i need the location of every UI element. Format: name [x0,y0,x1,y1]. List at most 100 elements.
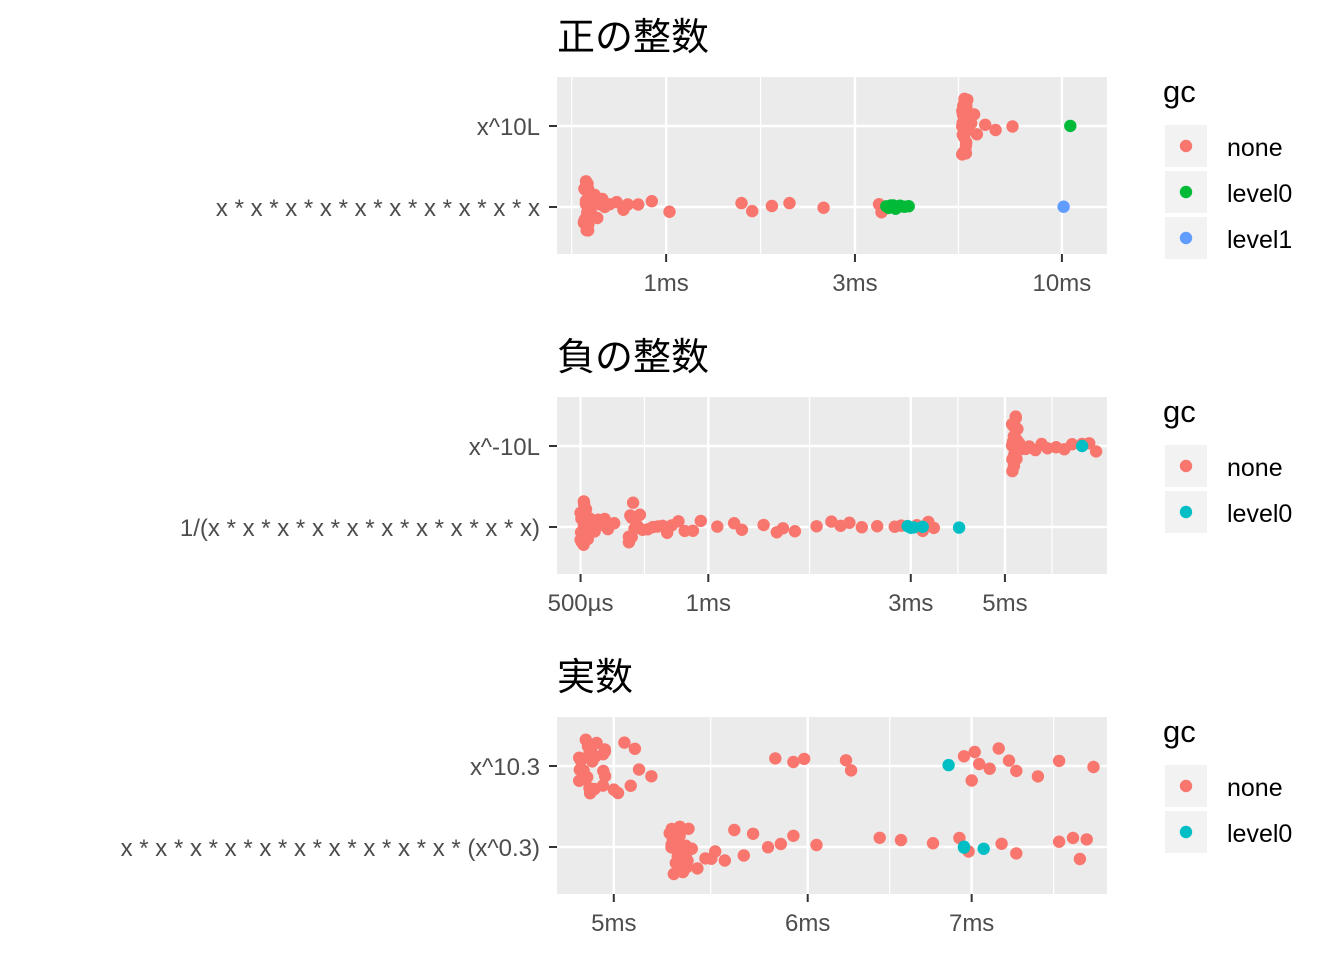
data-point-none [787,829,800,842]
data-point-none [765,199,779,213]
data-point-none [685,842,698,855]
panel-1: 正の整数 x^10L x * x * x * x * x * x * x * x *… [216,15,1292,297]
data-point-none [645,770,658,783]
data-point-none [1006,464,1019,478]
data-point-none [810,520,823,533]
data-point-none [611,786,625,800]
data-point-none [970,128,984,141]
data-point-none [1008,439,1021,452]
data-point-none [618,736,631,749]
data-point-none [783,196,796,210]
data-point-none [787,755,800,769]
data-point-none [711,520,724,533]
legend-label: level0 [1227,180,1292,208]
data-point-level0 [957,840,971,853]
data-point-none [757,518,770,532]
legend-label: none [1227,454,1283,482]
legend-key-level0 [1179,185,1193,199]
data-point-none [958,92,971,106]
data-point-level0 [916,520,929,533]
data-point-none [728,823,741,837]
data-point-none [1052,835,1066,848]
data-point-none [995,837,1008,850]
data-point-none [1052,754,1066,768]
data-point-none [844,764,858,777]
data-point-none [686,524,700,537]
legend-key-level0 [1179,825,1193,839]
data-point-none [583,781,596,795]
data-point-none [578,524,592,537]
data-point-none [957,101,970,115]
data-point-level0 [977,842,990,855]
data-point-none [965,774,978,787]
data-point-none [581,205,594,219]
data-point-none [598,512,611,526]
data-point-none [1010,847,1023,860]
data-point-none [956,116,969,130]
plot-panel [557,717,1107,894]
data-point-none [957,146,970,159]
panel-3: 実数 x^10.3 x * x * x * x * x * x * x * x * … [121,655,1293,937]
data-point-none [709,845,722,858]
data-point-none [633,508,647,521]
legend-title: gc [1163,74,1196,109]
legend: gc none level0 level1 [1163,74,1292,259]
data-point-none [624,779,637,792]
data-point-none [992,742,1005,755]
data-point-none [608,517,621,530]
panel-title: 正の整数 [557,15,709,59]
data-point-none [718,854,731,867]
data-point-none [1065,438,1079,451]
data-point-none [1009,411,1022,425]
data-point-none [1002,754,1016,767]
plot-panel [557,397,1107,574]
data-point-none [968,745,981,759]
x-tick-label: 1ms [643,270,688,297]
data-point-none [894,833,908,847]
data-point-none [798,752,811,766]
data-point-none [691,862,704,875]
data-point-none [871,520,884,533]
data-point-none [628,742,642,755]
data-point-none [983,762,996,775]
data-point-none [1066,831,1080,845]
data-point-level0 [952,521,966,534]
data-point-none [979,118,992,131]
data-point-none [666,833,679,846]
x-tick-label: 6ms [785,910,830,937]
y-tick-label: x^10L [477,114,540,141]
data-point-none [1009,421,1022,434]
data-point-none [1006,453,1019,466]
data-point-none [735,196,748,210]
x-tick-label: 3ms [832,270,877,297]
data-point-none [694,514,707,528]
data-point-none [788,525,802,538]
y-tick-label: x^-10L [469,434,540,461]
legend-key-none [1179,139,1193,153]
data-point-none [1010,764,1023,778]
data-point-none [843,516,856,529]
data-point-none [583,747,596,760]
y-tick-label: x * x * x * x * x * x * x * x * x * x [216,195,540,222]
data-point-none [1080,833,1093,846]
x-tick-label: 500µs [548,590,614,617]
x-tick-label: 7ms [949,910,994,937]
data-point-none [989,123,1002,137]
data-point-none [579,509,592,523]
y-tick-label: x^10.3 [470,754,540,781]
data-point-none [663,205,676,218]
data-point-none [973,757,986,771]
data-point-none [960,136,973,149]
data-point-none [1089,445,1103,458]
y-tick-label: x * x * x * x * x * x * x * x * x * x * … [121,835,540,862]
data-point-level0 [942,758,955,772]
data-point-level0 [1075,439,1089,453]
x-tick-label: 5ms [982,590,1027,617]
data-point-none [582,218,595,231]
data-point-none [855,521,868,534]
data-point-none [927,521,940,535]
panel-title: 負の整数 [557,335,709,379]
legend-label: none [1227,134,1283,162]
data-point-none [671,858,685,871]
